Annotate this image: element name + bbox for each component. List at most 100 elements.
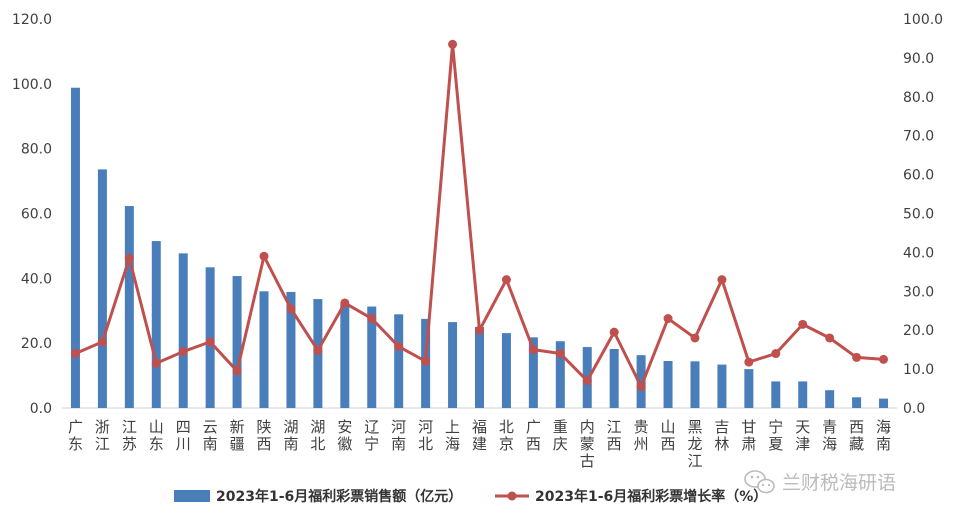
x-tick-label: 甘肃: [741, 418, 756, 453]
x-tick-label: 重庆: [553, 418, 568, 453]
growth-point: [421, 357, 430, 366]
x-tick-label: 山西: [661, 418, 676, 453]
bar: [152, 241, 161, 408]
x-tick-label: 山东: [149, 418, 164, 453]
growth-point: [71, 349, 80, 358]
growth-point: [448, 40, 457, 49]
y-right-tick-label: 70.0: [903, 129, 934, 145]
y-right-axis: 0.0 10.0 20.0 30.0 40.0 50.0 60.0 70.0 80.0 90.0 1…: [903, 12, 943, 417]
x-tick-label: 江苏: [122, 418, 137, 453]
growth-point: [610, 328, 619, 337]
x-tick-label: 江西: [607, 418, 622, 453]
y-left-tick-label: 80.0: [21, 142, 52, 158]
y-right-tick-label: 90.0: [903, 51, 934, 67]
bar: [825, 390, 834, 408]
growth-point: [152, 359, 161, 368]
x-tick-label: 广东: [68, 418, 83, 453]
x-tick-label: 陕西: [257, 418, 272, 453]
x-tick-label: 贵州: [634, 418, 649, 453]
growth-point: [206, 337, 215, 346]
y-left-axis: 0.0 20.0 40.0 60.0 80.0 100.0 120.0: [12, 12, 52, 417]
growth-point: [529, 345, 538, 354]
bar: [260, 291, 269, 408]
growth-point: [179, 347, 188, 356]
growth-point: [798, 320, 807, 329]
growth-point: [233, 367, 242, 376]
bar: [717, 365, 726, 408]
y-right-tick-label: 40.0: [903, 245, 934, 261]
growth-point: [664, 314, 673, 323]
x-tick-label: 北京: [499, 418, 514, 453]
growth-point: [125, 254, 134, 263]
growth-point: [852, 353, 861, 362]
bar: [71, 88, 80, 408]
legend-swatch-bar: [174, 490, 210, 502]
y-right-tick-label: 20.0: [903, 323, 934, 339]
y-right-tick-label: 30.0: [903, 284, 934, 300]
y-left-tick-label: 0.0: [30, 401, 52, 417]
growth-point: [98, 337, 107, 346]
bar: [125, 206, 134, 408]
bar: [233, 276, 242, 408]
watermark-text: 兰财税海研语: [782, 472, 896, 494]
y-right-tick-label: 10.0: [903, 362, 934, 378]
bar: [879, 399, 888, 408]
growth-point: [340, 298, 349, 307]
x-tick-label: 辽宁: [364, 418, 379, 453]
growth-point: [475, 326, 484, 335]
bar: [179, 253, 188, 408]
x-tick-label: 天津: [795, 418, 810, 453]
growth-point: [367, 314, 376, 323]
y-right-tick-label: 60.0: [903, 168, 934, 184]
growth-point: [313, 346, 322, 355]
x-tick-label: 河南: [391, 418, 406, 453]
y-left-tick-label: 40.0: [21, 271, 52, 287]
bar: [744, 369, 753, 408]
x-tick-label: 上海: [445, 418, 460, 453]
y-right-tick-label: 0.0: [903, 401, 925, 417]
growth-point: [879, 355, 888, 364]
x-tick-label: 安徽: [337, 418, 352, 453]
x-tick-label: 青海: [822, 418, 837, 453]
y-left-tick-label: 60.0: [21, 207, 52, 223]
growth-point: [825, 333, 834, 342]
x-tick-label: 浙江: [95, 418, 110, 453]
legend-label-line: 2023年1-6月福利彩票增长率（%）: [535, 488, 767, 505]
growth-point: [556, 349, 565, 358]
bar: [448, 322, 457, 408]
x-tick-label: 黑龙江: [687, 418, 702, 470]
growth-point: [394, 342, 403, 351]
growth-point: [637, 382, 646, 391]
y-right-tick-label: 80.0: [903, 90, 934, 106]
bar: [690, 361, 699, 408]
x-tick-label: 四川: [176, 418, 191, 453]
x-tick-label: 新疆: [230, 418, 245, 453]
growth-point: [583, 376, 592, 385]
x-tick-label: 河北: [418, 418, 433, 453]
x-tick-label: 福建: [472, 418, 487, 453]
y-right-tick-label: 100.0: [903, 12, 943, 28]
x-tick-label: 吉林: [714, 418, 729, 453]
x-tick-label: 西藏: [849, 418, 864, 453]
bar: [798, 381, 807, 408]
bar: [340, 304, 349, 408]
growth-point: [260, 252, 269, 261]
bar: [502, 333, 511, 408]
bar: [394, 314, 403, 408]
x-tick-label: 湖北: [310, 418, 325, 453]
growth-point: [502, 275, 511, 284]
watermark: 兰财税海研语: [745, 471, 896, 494]
legend-label-bar: 2023年1-6月福利彩票销售额（亿元）: [216, 488, 462, 505]
legend-swatch-marker: [508, 492, 517, 501]
y-left-tick-label: 100.0: [12, 77, 52, 93]
bar: [664, 361, 673, 408]
legend: 2023年1-6月福利彩票销售额（亿元） 2023年1-6月福利彩票增长率（%）: [174, 488, 767, 505]
x-tick-label: 湖南: [283, 418, 298, 453]
growth-point: [771, 349, 780, 358]
bar: [98, 169, 107, 408]
bar: [771, 381, 780, 408]
bar: [610, 349, 619, 408]
y-left-tick-label: 20.0: [21, 336, 52, 352]
y-right-tick-label: 50.0: [903, 207, 934, 223]
